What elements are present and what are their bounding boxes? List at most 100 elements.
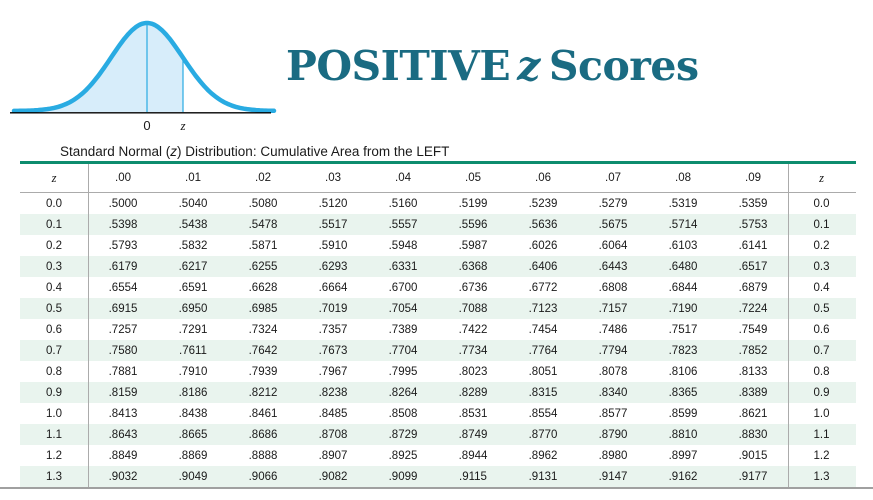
value-cell: .8159 xyxy=(108,386,138,399)
value-cell: .8790 xyxy=(598,428,628,441)
header-cell: .01 xyxy=(185,172,201,184)
value-cell: .5160 xyxy=(388,197,418,210)
value-cell: .5793 xyxy=(108,239,138,252)
z-cell-right: 0.3 xyxy=(813,260,830,273)
table-row: 1.1 .8643 .8665 .8686 .8708 .8729 .8749 .8770 .8… xyxy=(20,424,856,445)
table-row: 0.9 .8159 .8186 .8212 .8238 .8264 .8289 .8315 .8… xyxy=(20,382,856,403)
value-cell: .9049 xyxy=(178,470,208,483)
table-row: 0.4 .6554 .6591 .6628 .6664 .6700 .6736 .6772 .6… xyxy=(20,277,856,298)
value-cell: .8749 xyxy=(458,428,488,441)
value-cell: .6443 xyxy=(598,260,628,273)
caption-part1: Standard Normal ( xyxy=(60,144,171,159)
title-z-italic: z xyxy=(517,42,540,90)
z-cell-right: 1.2 xyxy=(813,449,830,462)
header-cell: .08 xyxy=(675,172,691,184)
value-cell: .6915 xyxy=(108,302,138,315)
header-cell: z xyxy=(819,170,824,185)
value-cell: .8925 xyxy=(388,449,418,462)
table-row: 1.3 .9032 .9049 .9066 .9082 .9099 .9115 .9131 .9… xyxy=(20,466,856,487)
value-cell: .6736 xyxy=(458,281,488,294)
value-cell: .5948 xyxy=(388,239,418,252)
value-cell: .8438 xyxy=(178,407,208,420)
table-row: 0.7 .7580 .7611 .7642 .7673 .7704 .7734 .7764 .7… xyxy=(20,340,856,361)
value-cell: .8413 xyxy=(108,407,138,420)
page-title: POSITIVE z Scores xyxy=(286,42,699,90)
value-cell: .5040 xyxy=(178,197,208,210)
table-row: 0.3 .6179 .6217 .6255 .6293 .6331 .6368 .6406 .6… xyxy=(20,256,856,277)
value-cell: .6480 xyxy=(668,260,698,273)
value-cell: .6406 xyxy=(528,260,558,273)
value-cell: .8888 xyxy=(248,449,278,462)
z-cell-left: 1.1 xyxy=(46,428,62,441)
value-cell: .8962 xyxy=(528,449,558,462)
value-cell: .7823 xyxy=(668,344,698,357)
title-word-scores: Scores xyxy=(548,42,699,90)
z-cell-right: 1.3 xyxy=(813,470,830,483)
z-cell-right: 0.4 xyxy=(813,281,830,294)
value-cell: .6772 xyxy=(528,281,558,294)
table-body: 0.0 .5000 .5040 .5080 .5120 .5160 .5199 .5239 .5… xyxy=(20,193,856,487)
value-cell: .6628 xyxy=(248,281,278,294)
table-row: 1.0 .8413 .8438 .8461 .8485 .8508 .8531 .8554 .8… xyxy=(20,403,856,424)
value-cell: .6293 xyxy=(318,260,348,273)
value-cell: .6554 xyxy=(108,281,138,294)
value-cell: .8665 xyxy=(178,428,208,441)
value-cell: .8997 xyxy=(668,449,698,462)
value-cell: .5478 xyxy=(248,218,278,231)
z-cell-right: 0.8 xyxy=(813,365,830,378)
value-cell: .8554 xyxy=(528,407,558,420)
value-cell: .9162 xyxy=(668,470,698,483)
value-cell: .8315 xyxy=(528,386,558,399)
value-cell: .6141 xyxy=(738,239,768,252)
table-row: 0.1 .5398 .5438 .5478 .5517 .5557 .5596 .5636 .5… xyxy=(20,214,856,235)
value-cell: .8264 xyxy=(388,386,418,399)
value-cell: .8907 xyxy=(318,449,348,462)
value-cell: .7389 xyxy=(388,323,418,336)
value-cell: .7190 xyxy=(668,302,698,315)
value-cell: .6368 xyxy=(458,260,488,273)
value-cell: .8531 xyxy=(458,407,488,420)
value-cell: .5319 xyxy=(668,197,698,210)
caption-z-italic: z xyxy=(170,144,178,159)
table-row: 0.6 .7257 .7291 .7324 .7357 .7389 .7422 .7454 .7… xyxy=(20,319,856,340)
axis-label-zero: 0 xyxy=(143,118,150,133)
value-cell: .8461 xyxy=(248,407,278,420)
z-cell-left: 0.4 xyxy=(46,281,62,294)
value-cell: .6844 xyxy=(668,281,698,294)
z-cell-right: 0.6 xyxy=(813,323,830,336)
value-cell: .5398 xyxy=(108,218,138,231)
title-word-positive: POSITIVE xyxy=(286,42,511,90)
value-cell: .6064 xyxy=(598,239,628,252)
value-cell: .8643 xyxy=(108,428,138,441)
z-cell-right: 1.1 xyxy=(813,428,830,441)
value-cell: .6950 xyxy=(178,302,208,315)
value-cell: .8869 xyxy=(178,449,208,462)
z-score-table: z .00 .01 .02 .03 .04 .05 .06 .07 .08 .09 z 0.0 .500… xyxy=(20,161,856,487)
value-cell: .8770 xyxy=(528,428,558,441)
value-cell: .6217 xyxy=(178,260,208,273)
value-cell: .5910 xyxy=(318,239,348,252)
value-cell: .8365 xyxy=(668,386,698,399)
value-cell: .8599 xyxy=(668,407,698,420)
value-cell: .7734 xyxy=(458,344,488,357)
value-cell: .7852 xyxy=(738,344,768,357)
value-cell: .7257 xyxy=(108,323,138,336)
value-cell: .8289 xyxy=(458,386,488,399)
right-column-divider xyxy=(788,164,789,487)
value-cell: .9082 xyxy=(318,470,348,483)
value-cell: .9032 xyxy=(108,470,138,483)
value-cell: .7486 xyxy=(598,323,628,336)
value-cell: .5557 xyxy=(388,218,418,231)
value-cell: .7324 xyxy=(248,323,278,336)
value-cell: .7764 xyxy=(528,344,558,357)
value-cell: .5000 xyxy=(108,197,138,210)
z-cell-left: 1.2 xyxy=(46,449,62,462)
value-cell: .8621 xyxy=(738,407,768,420)
value-cell: .8485 xyxy=(318,407,348,420)
value-cell: .6879 xyxy=(738,281,768,294)
value-cell: .6179 xyxy=(108,260,138,273)
value-cell: .6985 xyxy=(248,302,278,315)
caption-part2: ) Distribution: Cumulative Area from the… xyxy=(177,144,450,159)
value-cell: .6026 xyxy=(528,239,558,252)
z-cell-right: 0.9 xyxy=(813,386,830,399)
